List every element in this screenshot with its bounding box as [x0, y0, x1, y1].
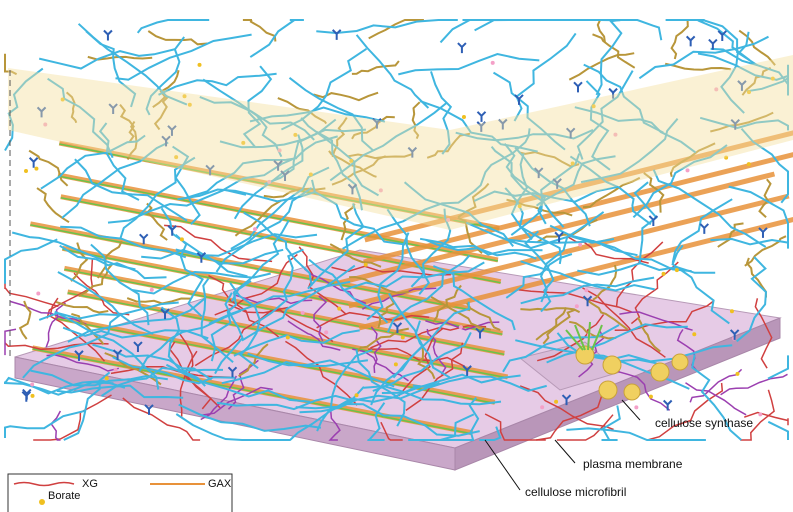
- leader: [622, 400, 640, 420]
- annotation: plasma membrane: [583, 457, 683, 471]
- xyloglucan: [5, 273, 58, 306]
- gax: [20, 301, 30, 339]
- y-branch: [458, 43, 466, 53]
- y-branch: [574, 82, 582, 92]
- cellulose-chain: [398, 54, 539, 74]
- cellulose-chain: [729, 187, 788, 247]
- gax: [243, 20, 276, 42]
- borate: [584, 288, 588, 292]
- y-branch: [333, 30, 341, 40]
- borate: [24, 169, 28, 173]
- cellulose-chain: [768, 422, 788, 440]
- borate: [301, 311, 305, 315]
- borate: [30, 382, 34, 386]
- borate: [180, 237, 184, 241]
- borate: [758, 412, 762, 416]
- borate: [401, 335, 405, 339]
- borate: [554, 400, 558, 404]
- borate: [735, 372, 739, 376]
- synthase: [651, 363, 669, 381]
- legend-label: GAX: [208, 478, 232, 490]
- borate: [36, 292, 40, 296]
- borate: [150, 288, 154, 292]
- cellulose-chain: [316, 20, 458, 33]
- cellulose-chain: [602, 406, 620, 441]
- borate: [491, 61, 495, 65]
- gax: [672, 21, 688, 59]
- cellulose-chain: [673, 199, 733, 263]
- cellulose-chain: [5, 411, 85, 438]
- borate: [31, 394, 35, 398]
- annotation: cellulose microfibril: [525, 485, 626, 499]
- legend-label: Borate: [48, 490, 80, 502]
- cellulose-chain: [5, 239, 57, 283]
- borate: [253, 227, 257, 231]
- cell-wall-diagram: cellulose synthase plasma membrane cellu…: [0, 0, 793, 512]
- pectin: [690, 369, 741, 402]
- legend-box: [8, 474, 232, 512]
- legend-label: XG: [82, 478, 98, 490]
- cellulose-chain: [116, 35, 252, 80]
- gax: [127, 298, 191, 303]
- legend-swatch: [39, 499, 45, 505]
- borate: [324, 330, 328, 334]
- borate: [686, 168, 690, 172]
- cellulose-chain: [569, 20, 661, 40]
- borate: [34, 167, 38, 171]
- borate: [462, 115, 466, 119]
- borate: [286, 335, 290, 339]
- y-branch: [515, 95, 523, 105]
- gax: [148, 31, 207, 44]
- borate: [578, 243, 582, 247]
- borate: [649, 395, 653, 399]
- borate: [364, 263, 368, 267]
- borate: [575, 304, 579, 308]
- borate: [198, 63, 202, 67]
- borate: [337, 307, 341, 311]
- y-branch: [478, 112, 486, 122]
- borate: [634, 405, 638, 409]
- synthase: [672, 354, 688, 370]
- pectin: [51, 411, 60, 440]
- y-branch: [687, 36, 695, 46]
- borate: [662, 272, 666, 276]
- xyloglucan: [647, 383, 722, 440]
- borate: [394, 362, 398, 366]
- page: {"annotations": ["cellulose synthase", "…: [0, 0, 793, 512]
- synthase: [624, 384, 640, 400]
- synthase: [603, 356, 621, 374]
- borate: [730, 309, 734, 313]
- borate: [675, 268, 679, 272]
- y-branch: [30, 158, 38, 168]
- borate: [692, 332, 696, 336]
- borate: [114, 368, 118, 372]
- borate: [105, 376, 109, 380]
- legend: XG GAX Borate: [8, 474, 232, 512]
- gax: [747, 258, 766, 298]
- borate: [355, 393, 359, 397]
- y-branch: [700, 224, 708, 234]
- leader: [555, 440, 575, 463]
- gax: [352, 61, 399, 74]
- pectin: [721, 374, 788, 395]
- y-branch: [709, 40, 717, 50]
- borate: [540, 405, 544, 409]
- synthase: [599, 381, 617, 399]
- y-branch: [104, 30, 112, 40]
- cellulose-chain: [441, 20, 515, 42]
- xyloglucan: [33, 395, 111, 440]
- borate: [747, 162, 751, 166]
- borate: [459, 325, 463, 329]
- upper-plane: [8, 55, 793, 230]
- annotation: cellulose synthase: [655, 416, 753, 430]
